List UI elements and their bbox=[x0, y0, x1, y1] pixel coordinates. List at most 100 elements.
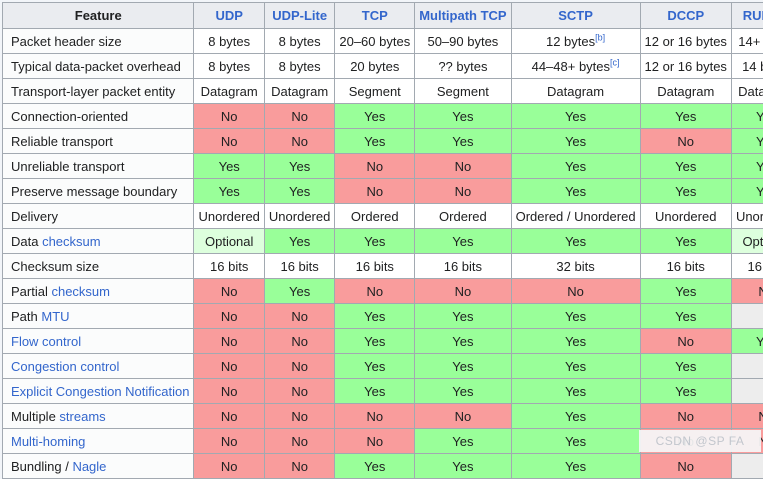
cell-text: No bbox=[455, 409, 472, 424]
value-cell: Yes bbox=[731, 179, 763, 204]
cell-text: No bbox=[455, 159, 472, 174]
feature-link[interactable]: Nagle bbox=[72, 459, 106, 474]
cell-text: 20 bytes bbox=[350, 59, 399, 74]
value-cell: Yes bbox=[511, 454, 640, 479]
col-header-link[interactable]: UDP bbox=[215, 8, 242, 23]
value-cell: No bbox=[264, 429, 334, 454]
table-row: Multiple streamsNoNoNoNoYesNoNo bbox=[3, 404, 763, 429]
value-cell: No bbox=[335, 179, 415, 204]
cell-text: No bbox=[567, 284, 584, 299]
cell-text: No bbox=[677, 334, 694, 349]
cell-text: 12 bytes bbox=[546, 34, 595, 49]
value-cell: Unordered bbox=[640, 204, 731, 229]
cell-text: Yes bbox=[364, 384, 385, 399]
col-header-link[interactable]: TCP bbox=[362, 8, 388, 23]
col-header-sctp[interactable]: SCTP bbox=[511, 3, 640, 29]
col-header-rudp[interactable]: RUDP[a] bbox=[731, 3, 763, 29]
value-cell: Yes bbox=[511, 129, 640, 154]
value-cell: Yes bbox=[415, 329, 511, 354]
footnote-ref[interactable]: [c] bbox=[610, 57, 620, 67]
value-cell: 8 bytes bbox=[194, 54, 264, 79]
value-cell: No bbox=[194, 104, 264, 129]
value-cell: No bbox=[194, 454, 264, 479]
col-header-multipath-tcp[interactable]: Multipath TCP bbox=[415, 3, 511, 29]
value-cell: Ordered / Unordered bbox=[511, 204, 640, 229]
cell-text: Ordered bbox=[439, 209, 487, 224]
col-header-feature: Feature bbox=[3, 3, 194, 29]
value-cell: Yes bbox=[640, 304, 731, 329]
cell-text: Yes bbox=[289, 234, 310, 249]
feature-link[interactable]: Explicit Congestion Notification bbox=[11, 384, 189, 399]
cell-text: No bbox=[291, 309, 308, 324]
cell-text: Segment bbox=[349, 84, 401, 99]
col-header-tcp[interactable]: TCP bbox=[335, 3, 415, 29]
value-cell: No bbox=[511, 279, 640, 304]
cell-text: Yes bbox=[565, 434, 586, 449]
cell-text: Datagram bbox=[657, 84, 714, 99]
value-cell: ?? bytes bbox=[415, 54, 511, 79]
cell-text: No bbox=[366, 184, 383, 199]
value-cell: Yes bbox=[640, 104, 731, 129]
cell-text: Yes bbox=[756, 334, 763, 349]
feature-link[interactable]: checksum bbox=[42, 234, 101, 249]
feature-link[interactable]: Congestion control bbox=[11, 359, 119, 374]
value-cell: 16 bits bbox=[194, 254, 264, 279]
value-cell: No bbox=[264, 304, 334, 329]
feature-text: Bundling / bbox=[11, 459, 72, 474]
value-cell: Yes bbox=[194, 154, 264, 179]
value-cell: Yes bbox=[335, 329, 415, 354]
col-header-link[interactable]: DCCP bbox=[667, 8, 704, 23]
col-header-link[interactable]: UDP-Lite bbox=[272, 8, 327, 23]
value-cell: Yes bbox=[335, 104, 415, 129]
feature-link[interactable]: streams bbox=[59, 409, 105, 424]
col-header-dccp[interactable]: DCCP bbox=[640, 3, 731, 29]
col-header-udp-lite[interactable]: UDP-Lite bbox=[264, 3, 334, 29]
value-cell: Yes bbox=[415, 129, 511, 154]
value-cell: Yes bbox=[335, 354, 415, 379]
feature-link[interactable]: MTU bbox=[41, 309, 69, 324]
cell-text: No bbox=[221, 134, 238, 149]
feature-link[interactable]: Multi-homing bbox=[11, 434, 85, 449]
cell-text: Yes bbox=[364, 134, 385, 149]
value-cell: ? bbox=[731, 304, 763, 329]
value-cell: No bbox=[194, 354, 264, 379]
cell-text: No bbox=[221, 434, 238, 449]
value-cell: No bbox=[194, 329, 264, 354]
value-cell: Segment bbox=[415, 79, 511, 104]
value-cell: Ordered bbox=[415, 204, 511, 229]
value-cell: 14+ bytes bbox=[731, 29, 763, 54]
value-cell: 16 bits bbox=[335, 254, 415, 279]
col-header-udp[interactable]: UDP bbox=[194, 3, 264, 29]
csdn-watermark: CSDN @SP FA bbox=[639, 430, 761, 452]
value-cell: No bbox=[194, 379, 264, 404]
cell-text: Yes bbox=[675, 284, 696, 299]
value-cell: 20–60 bytes bbox=[335, 29, 415, 54]
feature-link[interactable]: checksum bbox=[51, 284, 110, 299]
cell-text: Yes bbox=[565, 109, 586, 124]
value-cell: Yes bbox=[335, 304, 415, 329]
col-header-link[interactable]: SCTP bbox=[558, 8, 593, 23]
value-cell: No bbox=[194, 129, 264, 154]
value-cell: Optional bbox=[731, 229, 763, 254]
cell-text: No bbox=[291, 434, 308, 449]
feature-link[interactable]: Flow control bbox=[11, 334, 81, 349]
cell-text: No bbox=[221, 459, 238, 474]
feature-cell: Delivery bbox=[3, 204, 194, 229]
cell-text: Yes bbox=[756, 134, 763, 149]
value-cell: No bbox=[640, 129, 731, 154]
value-cell: Yes bbox=[511, 229, 640, 254]
value-cell: Yes bbox=[335, 229, 415, 254]
feature-cell: Data checksum bbox=[3, 229, 194, 254]
col-header-link[interactable]: Multipath TCP bbox=[419, 8, 506, 23]
cell-text: No bbox=[758, 284, 763, 299]
feature-cell: Transport-layer packet entity bbox=[3, 79, 194, 104]
cell-text: No bbox=[366, 409, 383, 424]
cell-text: Datagram bbox=[271, 84, 328, 99]
col-header-link[interactable]: RUDP bbox=[743, 8, 763, 23]
value-cell: 16 bits bbox=[640, 254, 731, 279]
value-cell: 8 bytes bbox=[264, 54, 334, 79]
cell-text: Yes bbox=[565, 359, 586, 374]
footnote-ref[interactable]: [b] bbox=[595, 32, 605, 42]
